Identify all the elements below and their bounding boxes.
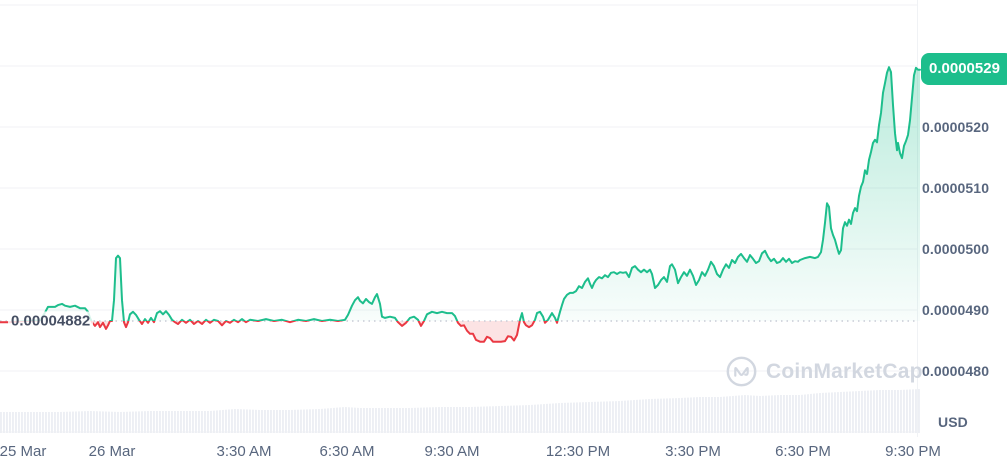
- x-axis-tick: 6:30 PM: [775, 443, 831, 460]
- y-axis-tick: 0.0000520: [922, 119, 990, 135]
- x-axis-tick: 26 Mar: [88, 443, 136, 460]
- y-axis-tick: 0.0000490: [922, 302, 990, 318]
- x-axis-tick: 25 Mar: [0, 443, 47, 460]
- x-axis-tick: 3:30 AM: [216, 443, 272, 460]
- price-line-up: [12, 66, 921, 321]
- y-axis-tick: 0.0000510: [922, 180, 990, 196]
- current-price-badge: 0.0000529: [921, 53, 1007, 85]
- x-axis-tick: 3:30 PM: [665, 443, 721, 460]
- y-axis-tick: 0.0000500: [922, 241, 990, 257]
- x-axis-tick: 6:30 AM: [319, 443, 375, 460]
- x-axis-tick: 12:30 PM: [545, 443, 611, 460]
- currency-label: USD: [938, 414, 968, 430]
- gridlines: [0, 4, 917, 433]
- volume-area: [0, 389, 920, 433]
- x-axis-tick: 9:30 PM: [885, 443, 941, 460]
- previous-close-label: 0.00004882: [8, 311, 94, 331]
- x-axis-tick: 9:30 AM: [424, 443, 480, 460]
- price-area-above-baseline: [0, 67, 920, 321]
- y-axis-tick: 0.0000480: [922, 363, 990, 379]
